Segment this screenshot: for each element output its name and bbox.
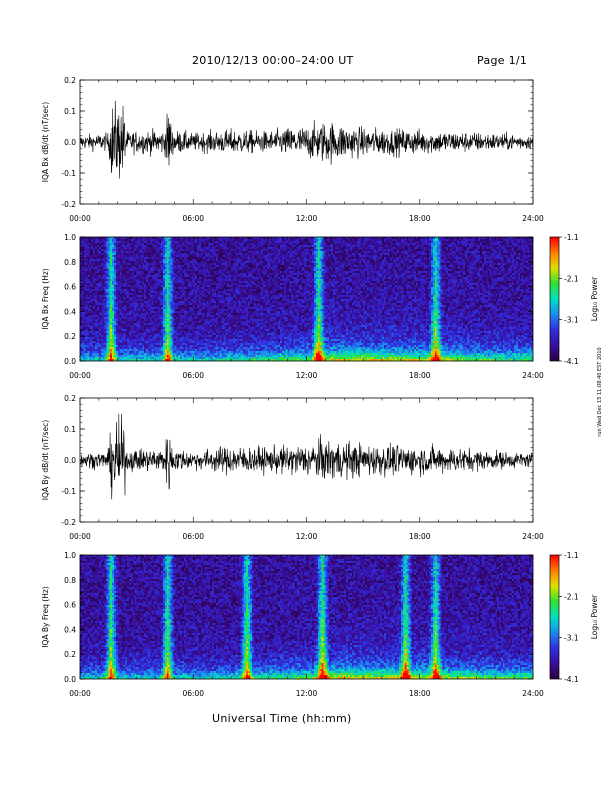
by-spectrogram-ytick-label: 0.2 <box>64 650 76 659</box>
bx-dbdt-ytick-label: 0.1 <box>64 107 76 116</box>
bx-spectrogram-colorbar-tick-label: -3.1 <box>564 316 579 325</box>
bx-spectrogram-colorbar-tick-label: -2.1 <box>564 274 579 283</box>
bx-spectrogram-ytick-label: 1.0 <box>64 233 76 242</box>
by-spectrogram-image <box>80 555 533 679</box>
bx-dbdt-xtick-label: 12:00 <box>296 214 318 223</box>
by-dbdt-xtick-label: 24:00 <box>522 532 544 541</box>
bx-spectrogram-ytick-label: 0.2 <box>64 332 76 341</box>
page-number: Page 1/1 <box>477 54 528 67</box>
bx-spectrogram-xtick-label: 06:00 <box>182 371 204 380</box>
by-dbdt-ylabel: IQA By dB/dt (nT/sec) <box>41 420 50 501</box>
by-spectrogram-colorbar-label: Log₁₀ Power <box>590 594 599 639</box>
by-dbdt-xtick-label: 06:00 <box>182 532 204 541</box>
by-spectrogram-colorbar-frame <box>549 554 560 680</box>
bx-spectrogram-ytick-label: 0.8 <box>64 258 76 267</box>
bx-dbdt-xtick-label: 00:00 <box>69 214 91 223</box>
bx-dbdt-ylabel: IQA Bx dB/dt (nT/sec) <box>41 102 50 183</box>
by-dbdt-trace <box>80 413 533 500</box>
by-dbdt-xtick-label: 12:00 <box>296 532 318 541</box>
bx-spectrogram-colorbar-label: Log₁₀ Power <box>590 276 599 321</box>
by-dbdt-ytick-label: 0.0 <box>64 456 76 465</box>
bx-dbdt-xtick-label: 06:00 <box>182 214 204 223</box>
bx-spectrogram-ytick-label: 0.4 <box>64 307 76 316</box>
bx-spectrogram-colorbar-tick-label: -4.1 <box>564 357 579 366</box>
by-spectrogram-ytick-label: 0.4 <box>64 625 76 634</box>
by-spectrogram-ytick-label: 0.6 <box>64 601 76 610</box>
by-spectrogram-colorbar-tick-label: -2.1 <box>564 592 579 601</box>
bx-spectrogram-ylabel: IQA Bx Freq (Hz) <box>41 268 50 330</box>
by-dbdt-xtick-label: 18:00 <box>409 532 431 541</box>
bx-spectrogram-xtick-label: 00:00 <box>69 371 91 380</box>
bx-dbdt-ytick-label: 0.2 <box>64 76 76 85</box>
by-spectrogram-xtick-label: 00:00 <box>69 689 91 698</box>
by-spectrogram-colorbar-tick-label: -3.1 <box>564 634 579 643</box>
by-dbdt-ytick-label: -0.1 <box>61 487 76 496</box>
by-spectrogram-ytick-label: 1.0 <box>64 551 76 560</box>
bx-spectrogram-image <box>80 237 533 361</box>
by-spectrogram-ytick-label: 0.8 <box>64 576 76 585</box>
by-colorbar-image <box>550 555 559 679</box>
bx-dbdt-ytick-label: -0.1 <box>61 169 76 178</box>
bx-dbdt-xtick-label: 24:00 <box>522 214 544 223</box>
bx-dbdt-xtick-label: 18:00 <box>409 214 431 223</box>
bx-dbdt-trace <box>80 100 533 179</box>
by-dbdt-xtick-label: 00:00 <box>69 532 91 541</box>
page-title: 2010/12/13 00:00–24:00 UT <box>192 54 354 67</box>
bx-spectrogram-xtick-label: 24:00 <box>522 371 544 380</box>
by-spectrogram-colorbar-tick-label: -1.1 <box>564 551 579 560</box>
by-dbdt-ytick-label: 0.1 <box>64 425 76 434</box>
bx-spectrogram-ytick-label: 0.6 <box>64 283 76 292</box>
bx-dbdt-ytick-label: 0.0 <box>64 138 76 147</box>
bx-spectrogram-ytick-label: 0.0 <box>64 357 76 366</box>
x-axis-title: Universal Time (hh:mm) <box>212 712 352 725</box>
by-spectrogram-xtick-label: 12:00 <box>296 689 318 698</box>
by-spectrogram-xtick-label: 06:00 <box>182 689 204 698</box>
by-dbdt-ytick-label: 0.2 <box>64 394 76 403</box>
by-spectrogram-xtick-label: 18:00 <box>409 689 431 698</box>
by-spectrogram-ylabel: IQA By Freq (Hz) <box>41 586 50 648</box>
bx-spectrogram-frame <box>79 236 534 362</box>
bx-colorbar-image <box>550 237 559 361</box>
by-spectrogram-ytick-label: 0.0 <box>64 675 76 684</box>
by-spectrogram-colorbar-tick-label: -4.1 <box>564 675 579 684</box>
by-spectrogram-frame <box>79 554 534 680</box>
bx-spectrogram-xtick-label: 12:00 <box>296 371 318 380</box>
by-dbdt-ytick-label: -0.2 <box>61 518 76 527</box>
by-spectrogram-xtick-label: 24:00 <box>522 689 544 698</box>
bx-spectrogram-colorbar-tick-label: -1.1 <box>564 233 579 242</box>
bx-spectrogram-colorbar-frame <box>549 236 560 362</box>
bx-dbdt-ytick-label: -0.2 <box>61 200 76 209</box>
bx-spectrogram-xtick-label: 18:00 <box>409 371 431 380</box>
